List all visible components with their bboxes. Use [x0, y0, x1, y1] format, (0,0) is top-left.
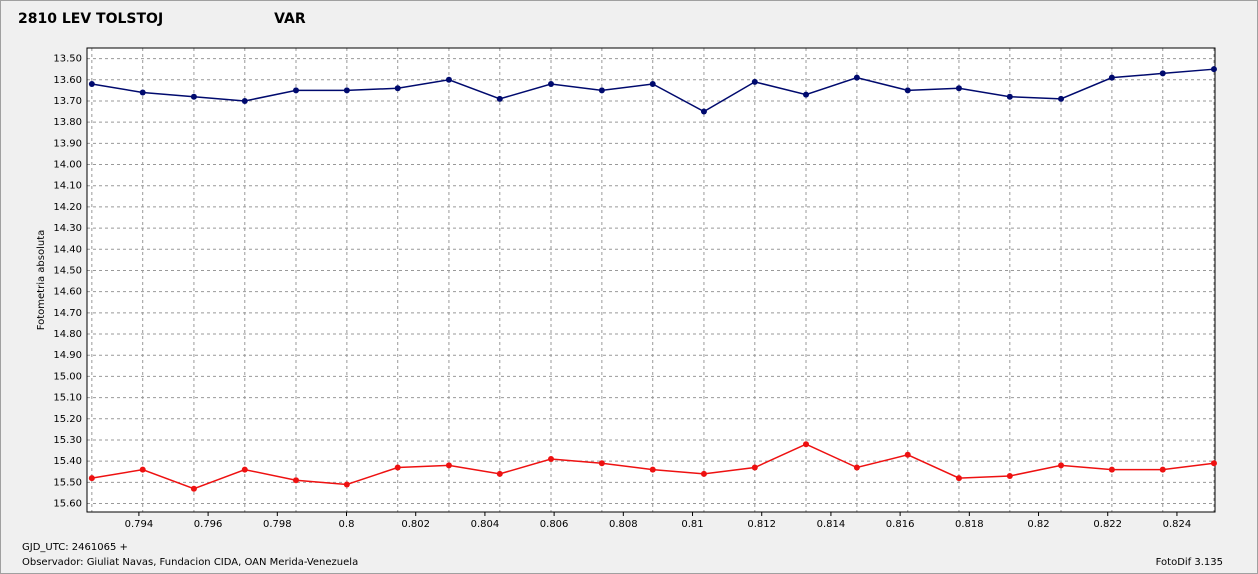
data-point [1058, 462, 1065, 469]
data-point [496, 470, 503, 477]
data-point [139, 466, 146, 473]
x-tick-label: 0.808 [609, 519, 638, 530]
x-tick-label: 0.806 [540, 519, 569, 530]
data-point [1210, 460, 1217, 467]
data-point [88, 81, 95, 88]
data-point [394, 464, 401, 471]
data-point [292, 477, 299, 484]
data-point [751, 464, 758, 471]
x-tick-label: 0.824 [1163, 519, 1192, 530]
y-tick-label: 15.10 [53, 393, 82, 404]
data-point [445, 462, 452, 469]
data-point [904, 451, 911, 458]
data-point [445, 76, 452, 83]
y-tick-label: 13.70 [53, 96, 82, 107]
data-point [496, 95, 503, 102]
data-point [803, 441, 810, 448]
data-point [853, 464, 860, 471]
x-tick-label: 0.794 [125, 519, 154, 530]
data-point [1159, 70, 1166, 77]
data-point [241, 466, 248, 473]
data-point [955, 85, 962, 92]
data-point [88, 475, 95, 482]
data-point [343, 87, 350, 94]
data-point [598, 460, 605, 467]
x-tick-label: 0.802 [401, 519, 430, 530]
data-point [904, 87, 911, 94]
data-point [139, 89, 146, 96]
y-tick-label: 14.30 [53, 223, 82, 234]
y-tick-label: 15.00 [53, 371, 82, 382]
y-tick-label: 15.30 [53, 435, 82, 446]
plot-border [86, 47, 1216, 513]
y-tick-label: 15.60 [53, 499, 82, 510]
data-point [394, 85, 401, 92]
data-point [751, 78, 758, 85]
y-axis-label: Fotometria absoluta [36, 230, 47, 331]
y-tick-label: 15.50 [53, 477, 82, 488]
data-point [548, 81, 555, 88]
data-point [955, 475, 962, 482]
y-tick-label: 14.80 [53, 329, 82, 340]
y-tick-label: 13.60 [53, 75, 82, 86]
data-point [1006, 93, 1013, 100]
y-tick-label: 14.60 [53, 287, 82, 298]
data-point [1159, 466, 1166, 473]
y-tick-label: 15.20 [53, 414, 82, 425]
data-point [1108, 466, 1115, 473]
data-point [548, 456, 555, 463]
data-point [853, 74, 860, 81]
data-point [343, 481, 350, 488]
x-tick-label: 0.822 [1093, 519, 1122, 530]
x-tick-label: 0.82 [1027, 519, 1049, 530]
y-tick-label: 13.90 [53, 138, 82, 149]
footer-note: FotoDif 3.135 [1156, 557, 1223, 568]
data-point [190, 93, 197, 100]
x-tick-label: 0.8 [339, 519, 355, 530]
data-point [598, 87, 605, 94]
x-tick-label: 0.798 [263, 519, 292, 530]
x-tick-label: 0.804 [471, 519, 500, 530]
y-tick-label: 13.80 [53, 117, 82, 128]
x-tick-label: 0.816 [886, 519, 915, 530]
data-point [241, 97, 248, 104]
data-point [700, 470, 707, 477]
data-point [1108, 74, 1115, 81]
y-tick-label: 14.40 [53, 244, 82, 255]
y-tick-label: 14.00 [53, 160, 82, 171]
y-tick-label: 14.10 [53, 181, 82, 192]
data-point [1058, 95, 1065, 102]
plot-area [87, 48, 1215, 512]
data-point [700, 108, 707, 115]
legend-label: 2810 LEV TOLSTOJ [18, 11, 163, 27]
data-point [190, 485, 197, 492]
x-tick-label: 0.812 [747, 519, 776, 530]
footer-note: Observador: Giuliat Navas, Fundacion CID… [22, 557, 358, 568]
x-tick-label: 0.818 [955, 519, 984, 530]
x-tick-label: 0.81 [681, 519, 703, 530]
legend-label: VAR [274, 11, 306, 27]
y-tick-label: 14.90 [53, 350, 82, 361]
y-tick-label: 14.70 [53, 308, 82, 319]
y-tick-label: 14.50 [53, 265, 82, 276]
data-point [1006, 472, 1013, 479]
data-point [292, 87, 299, 94]
footer-note: GJD_UTC: 2461065 + [22, 542, 128, 553]
data-point [649, 466, 656, 473]
data-point [649, 81, 656, 88]
y-tick-label: 15.40 [53, 456, 82, 467]
x-tick-label: 0.814 [817, 519, 846, 530]
y-tick-label: 14.20 [53, 202, 82, 213]
x-tick-label: 0.796 [194, 519, 223, 530]
data-point [1210, 66, 1217, 73]
data-point [803, 91, 810, 98]
y-tick-label: 13.50 [53, 54, 82, 65]
